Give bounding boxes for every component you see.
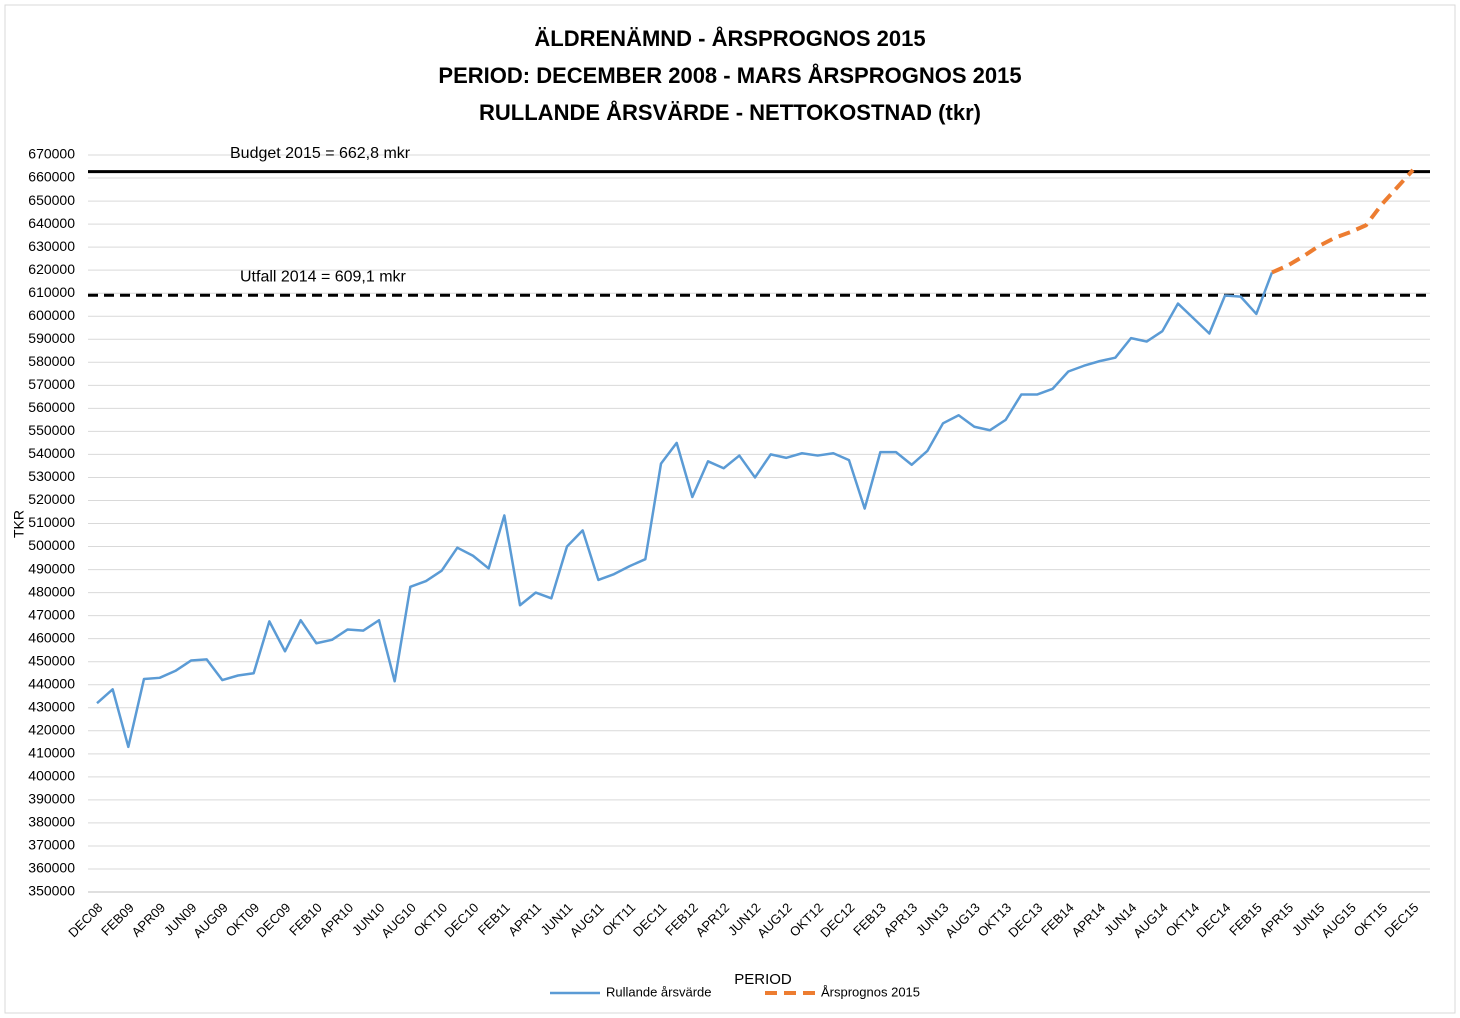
reference-label: Budget 2015 = 662,8 mkr — [230, 145, 411, 162]
y-tick-label: 660000 — [28, 169, 75, 185]
y-tick-label: 570000 — [28, 376, 75, 392]
y-tick-label: 580000 — [28, 353, 75, 369]
y-tick-label: 360000 — [28, 860, 75, 876]
y-tick-label: 410000 — [28, 745, 75, 761]
y-tick-label: 590000 — [28, 330, 75, 346]
y-tick-label: 480000 — [28, 583, 75, 599]
y-tick-label: 630000 — [28, 238, 75, 254]
y-tick-label: 400000 — [28, 768, 75, 784]
y-tick-label: 490000 — [28, 560, 75, 576]
y-tick-label: 560000 — [28, 399, 75, 415]
y-tick-label: 550000 — [28, 422, 75, 438]
y-tick-label: 370000 — [28, 837, 75, 853]
y-tick-label: 530000 — [28, 468, 75, 484]
series-line — [1271, 168, 1415, 275]
y-tick-label: 640000 — [28, 215, 75, 231]
y-tick-label: 430000 — [28, 698, 75, 714]
y-tick-label: 510000 — [28, 514, 75, 530]
y-tick-label: 540000 — [28, 445, 75, 461]
reference-label: Utfall 2014 = 609,1 mkr — [240, 268, 407, 285]
y-tick-label: 390000 — [28, 791, 75, 807]
y-tick-label: 500000 — [28, 537, 75, 553]
y-tick-label: 610000 — [28, 284, 75, 300]
y-tick-label: 470000 — [28, 606, 75, 622]
chart-title: PERIOD: DECEMBER 2008 - MARS ÅRSPROGNOS … — [438, 62, 1021, 88]
y-tick-label: 600000 — [28, 307, 75, 323]
y-axis-label: TKR — [11, 510, 27, 538]
y-tick-label: 350000 — [28, 883, 75, 899]
y-tick-label: 460000 — [28, 629, 75, 645]
y-tick-label: 650000 — [28, 192, 75, 208]
series-line — [96, 272, 1274, 749]
y-tick-label: 380000 — [28, 814, 75, 830]
chart-border — [4, 4, 1456, 1014]
y-tick-label: 450000 — [28, 652, 75, 668]
y-tick-label: 420000 — [28, 721, 75, 737]
chart-title: RULLANDE ÅRSVÄRDE - NETTOKOSTNAD (tkr) — [479, 99, 981, 125]
y-tick-label: 670000 — [28, 146, 75, 162]
legend-label: Årsprognos 2015 — [821, 984, 920, 999]
y-tick-label: 520000 — [28, 491, 75, 507]
x-axis-label: PERIOD — [734, 971, 792, 988]
chart-title: ÄLDRENÄMND - ÅRSPROGNOS 2015 — [534, 25, 925, 51]
legend-label: Rullande årsvärde — [606, 984, 712, 999]
y-tick-label: 440000 — [28, 675, 75, 691]
y-tick-label: 620000 — [28, 261, 75, 277]
